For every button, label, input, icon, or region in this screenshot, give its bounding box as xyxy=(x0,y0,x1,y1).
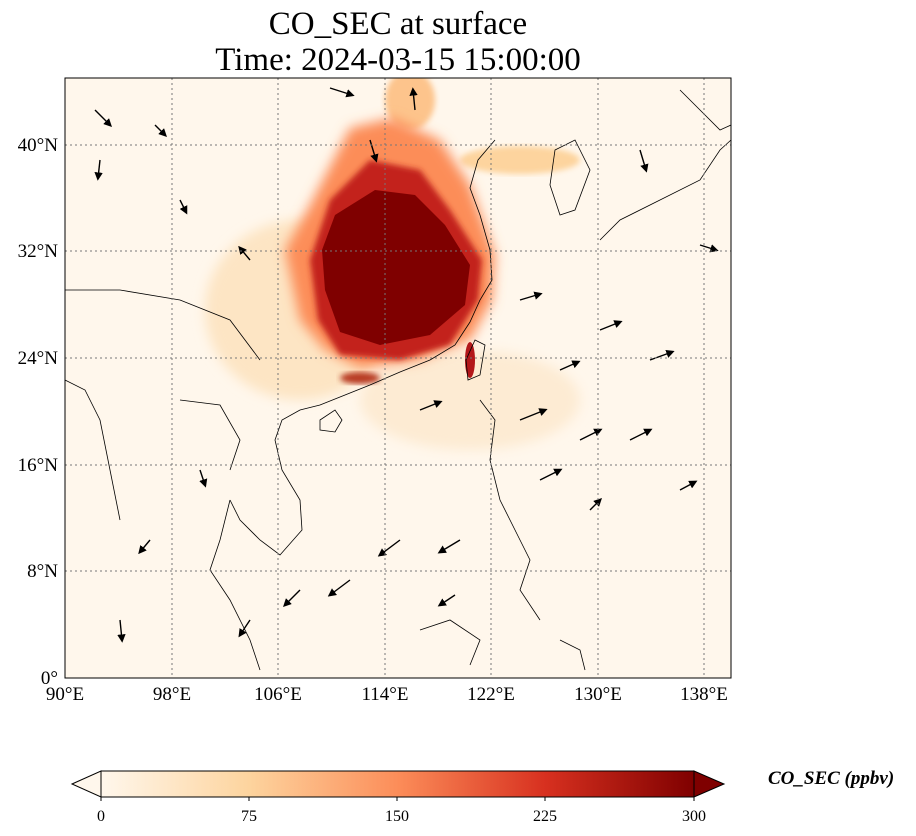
wind-arrow xyxy=(369,139,379,163)
wind-arrow xyxy=(437,539,461,554)
map-frame xyxy=(64,77,732,679)
wind-arrow xyxy=(179,199,188,215)
wind-arrow xyxy=(419,400,443,411)
wind-arrow xyxy=(589,498,602,511)
wind-arrow xyxy=(283,589,301,607)
wind-arrow xyxy=(117,619,126,643)
wind-arrow xyxy=(599,320,623,331)
wind-arrow xyxy=(579,428,603,441)
lon-tick-label: 122°E xyxy=(467,684,515,705)
wind-arrow xyxy=(437,594,456,607)
wind-arrow xyxy=(539,468,563,481)
wind-arrow xyxy=(154,124,167,137)
wind-arrow xyxy=(699,244,719,253)
colorbar-gradient xyxy=(100,770,695,798)
wind-arrow xyxy=(94,109,112,127)
wind-arrow xyxy=(519,291,543,301)
colorbar-label: CO_SEC (ppbv) xyxy=(768,768,895,789)
wind-arrow xyxy=(629,428,653,441)
lat-tick-label: 32°N xyxy=(18,241,59,262)
wind-arrow xyxy=(138,539,151,555)
colorbar-tick-label: 150 xyxy=(385,808,409,825)
lon-tick-label: 114°E xyxy=(362,684,409,705)
wind-arrow xyxy=(559,360,581,371)
coastline-layer xyxy=(65,89,731,671)
wind-arrow xyxy=(519,408,548,421)
lon-tick-label: 138°E xyxy=(680,684,728,705)
lon-tick-labels: 90°E 98°E 106°E 114°E 122°E 130°E 138°E xyxy=(46,684,728,705)
wind-arrow xyxy=(679,480,698,491)
concentration-field xyxy=(65,78,731,678)
colorbar-tick-label: 75 xyxy=(241,808,257,825)
lat-tick-label: 16°N xyxy=(18,455,59,476)
lat-tick-label: 0° xyxy=(41,668,58,689)
lat-tick-label: 8°N xyxy=(27,561,58,582)
wind-arrow xyxy=(238,245,251,261)
colorbar-extend-min xyxy=(70,770,102,798)
wind-arrow xyxy=(94,159,103,181)
gridlines xyxy=(65,78,731,678)
wind-vector-layer xyxy=(94,87,719,643)
wind-arrow xyxy=(327,579,351,597)
wind-arrow xyxy=(649,349,675,361)
lon-tick-label: 90°E xyxy=(46,684,84,705)
map-title-line1: CO_SEC at surface xyxy=(268,6,528,42)
wind-arrow xyxy=(238,619,251,638)
lat-tick-label: 24°N xyxy=(18,348,59,369)
map-title-line2: Time: 2024-03-15 15:00:00 xyxy=(215,42,581,78)
wind-arrow xyxy=(199,469,208,488)
lat-tick-label: 40°N xyxy=(18,135,59,156)
lon-tick-label: 98°E xyxy=(153,684,191,705)
colorbar: 0 75 150 225 300 xyxy=(70,770,726,825)
colorbar-tick-label: 225 xyxy=(533,808,557,825)
wind-arrow xyxy=(409,87,418,111)
lon-tick-label: 130°E xyxy=(574,684,622,705)
wind-arrow xyxy=(329,87,355,98)
lat-tick-labels: 0° 8°N 16°N 24°N 32°N 40°N xyxy=(18,135,59,689)
wind-arrow xyxy=(377,539,401,557)
colorbar-tick-label: 300 xyxy=(682,808,706,825)
colorbar-extend-max xyxy=(693,770,726,798)
colorbar-tick-label: 0 xyxy=(97,808,105,825)
wind-arrow xyxy=(639,149,649,173)
lon-tick-label: 106°E xyxy=(254,684,302,705)
